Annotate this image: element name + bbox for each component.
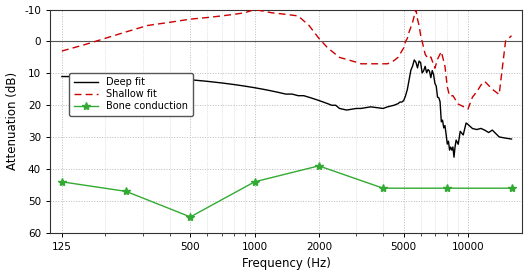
Bone conduction	[187, 215, 193, 219]
Deep fit	[451, 156, 457, 159]
Deep fit	[260, 88, 267, 91]
Shallow fit	[420, 46, 427, 49]
Shallow fit	[353, 60, 360, 64]
Line: Shallow fit: Shallow fit	[62, 10, 512, 109]
Deep fit	[508, 137, 515, 141]
Shallow fit	[242, 11, 248, 14]
Deep fit	[439, 118, 446, 122]
Shallow fit	[465, 107, 471, 111]
Deep fit	[343, 108, 350, 112]
Bone conduction	[444, 187, 450, 190]
Deep fit	[411, 58, 418, 62]
Shallow fit	[59, 49, 65, 53]
Deep fit	[59, 75, 65, 78]
Shallow fit	[306, 24, 312, 27]
Bone conduction	[251, 180, 258, 184]
Line: Deep fit: Deep fit	[62, 60, 512, 157]
Bone conduction	[316, 164, 322, 168]
Deep fit	[460, 133, 466, 137]
Deep fit	[455, 143, 461, 146]
Bone conduction	[508, 187, 515, 190]
Legend: Deep fit, Shallow fit, Bone conduction: Deep fit, Shallow fit, Bone conduction	[69, 73, 193, 116]
Y-axis label: Attenuation (dB): Attenuation (dB)	[6, 72, 18, 170]
Line: Bone conduction: Bone conduction	[58, 162, 516, 221]
X-axis label: Frequency (Hz): Frequency (Hz)	[242, 258, 331, 270]
Bone conduction	[59, 180, 65, 184]
Shallow fit	[508, 34, 515, 37]
Deep fit	[496, 135, 502, 139]
Shallow fit	[358, 62, 364, 65]
Bone conduction	[123, 190, 129, 193]
Shallow fit	[325, 46, 331, 49]
Shallow fit	[251, 8, 258, 11]
Bone conduction	[380, 187, 386, 190]
